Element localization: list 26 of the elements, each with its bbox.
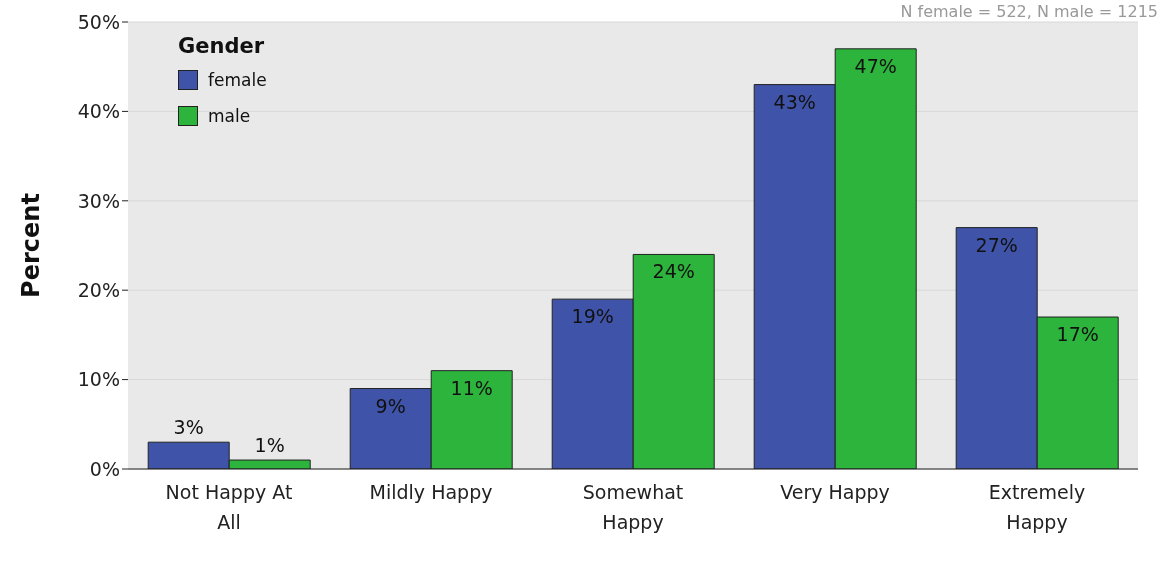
x-tick-label: Somewhat Happy: [582, 481, 684, 533]
legend-label: female: [207, 69, 267, 92]
data-label: 19%: [571, 305, 614, 328]
x-tick-label: Mildly Happy: [369, 481, 493, 503]
legend-title: Gender: [178, 34, 266, 58]
y-tick-label: 20%: [77, 278, 120, 301]
x-tick-label: Extremely Happy: [988, 481, 1086, 533]
data-label: 9%: [375, 394, 406, 417]
y-tick-label: 40%: [77, 100, 120, 123]
y-tick-label: 10%: [77, 368, 120, 391]
data-label: 43%: [773, 90, 816, 113]
y-tick-label: 0%: [89, 457, 120, 480]
data-label: 24%: [652, 260, 695, 283]
data-label: 17%: [1056, 323, 1099, 346]
data-label: 11%: [450, 376, 493, 399]
text: N female = 522, N male = 1215: [900, 2, 1158, 21]
data-label: 47%: [854, 54, 897, 77]
y-axis-title: Percent: [16, 193, 45, 298]
data-label: 3%: [173, 416, 204, 439]
data-label: 27%: [975, 233, 1018, 256]
x-tick-label: Very Happy: [780, 481, 890, 503]
data-label: 1%: [254, 434, 285, 457]
x-tick-label: Not Happy At All: [165, 481, 293, 533]
y-tick-label: 50%: [77, 10, 120, 33]
y-tick-label: 30%: [77, 189, 120, 212]
legend-label: male: [207, 105, 252, 128]
